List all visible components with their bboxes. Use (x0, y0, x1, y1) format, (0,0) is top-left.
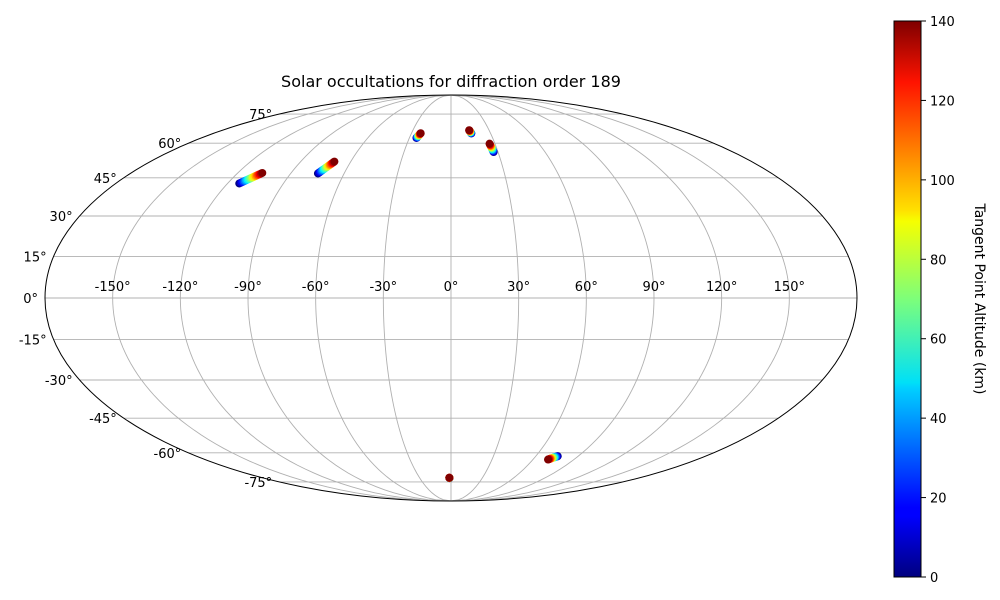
colorbar-tick-label: 140 (930, 15, 955, 30)
occultation-point (330, 157, 339, 166)
lat-tick-label: -75° (244, 476, 272, 491)
colorbar-tick-label: 40 (930, 412, 947, 427)
colorbar-ticks: 0 20 40 60 80 100 120 140 (921, 15, 955, 586)
occultation-track (445, 473, 454, 483)
lat-tick-label: 30° (50, 210, 73, 225)
colorbar-tick-label: 100 (930, 174, 955, 189)
latitude-tick-labels: 75° 60° 45° 30° 15° 0° -15° -30° -45° -60° -75° (19, 108, 272, 491)
lon-tick-label: 90° (642, 280, 665, 295)
lon-tick-label: -60° (302, 280, 330, 295)
occultation-track (313, 157, 339, 178)
occultation-track (544, 452, 562, 464)
colorbar-gradient (893, 20, 922, 578)
colorbar-tick-label: 80 (930, 253, 947, 268)
lon-tick-label: 120° (706, 280, 737, 295)
lon-tick-label: -90° (234, 280, 262, 295)
map-grid (45, 95, 857, 501)
occultation-point (258, 168, 267, 177)
occultation-point (416, 129, 425, 138)
colorbar-tick-label: 120 (930, 94, 955, 109)
lat-tick-label: -60° (154, 447, 182, 462)
colorbar-tick-label: 60 (930, 333, 947, 348)
lon-tick-label: -30° (369, 280, 397, 295)
lon-tick-label: -120° (162, 280, 198, 295)
occultation-track (465, 126, 476, 138)
lon-tick-label: 30° (507, 280, 530, 295)
longitude-tick-labels: -150° -120° -90° -60° -30° 0° 30° 60° 90° 120° 150… (95, 280, 805, 295)
occultation-track (235, 168, 267, 188)
occultation-point (544, 455, 553, 464)
lat-tick-label: 60° (158, 137, 181, 152)
lat-tick-label: -15° (19, 334, 47, 349)
occultation-point (465, 126, 474, 135)
lat-tick-label: 15° (24, 250, 47, 265)
occultation-point (445, 473, 454, 482)
occultation-points (235, 126, 562, 483)
colorbar: 0 20 40 60 80 100 120 140 Tangent Point Altitud… (893, 15, 987, 586)
chart-title: Solar occultations for diffraction order… (281, 72, 621, 91)
lat-tick-label: 75° (249, 108, 272, 123)
lon-tick-label: 150° (774, 280, 805, 295)
lat-tick-label: 45° (94, 172, 117, 187)
lon-tick-label: 60° (575, 280, 598, 295)
map-boundary (44, 94, 858, 502)
lat-tick-label: -30° (45, 374, 73, 389)
occultation-track (485, 139, 498, 157)
occultation-track (412, 129, 425, 142)
lon-tick-label: -150° (95, 280, 131, 295)
colorbar-label: Tangent Point Altitude (km) (971, 202, 987, 394)
lat-tick-label: -45° (89, 412, 117, 427)
occultation-point (485, 139, 494, 148)
colorbar-tick-label: 0 (930, 571, 938, 586)
lat-tick-label: 0° (23, 292, 38, 307)
lon-tick-label: 0° (444, 280, 459, 295)
colorbar-tick-label: 20 (930, 492, 947, 507)
